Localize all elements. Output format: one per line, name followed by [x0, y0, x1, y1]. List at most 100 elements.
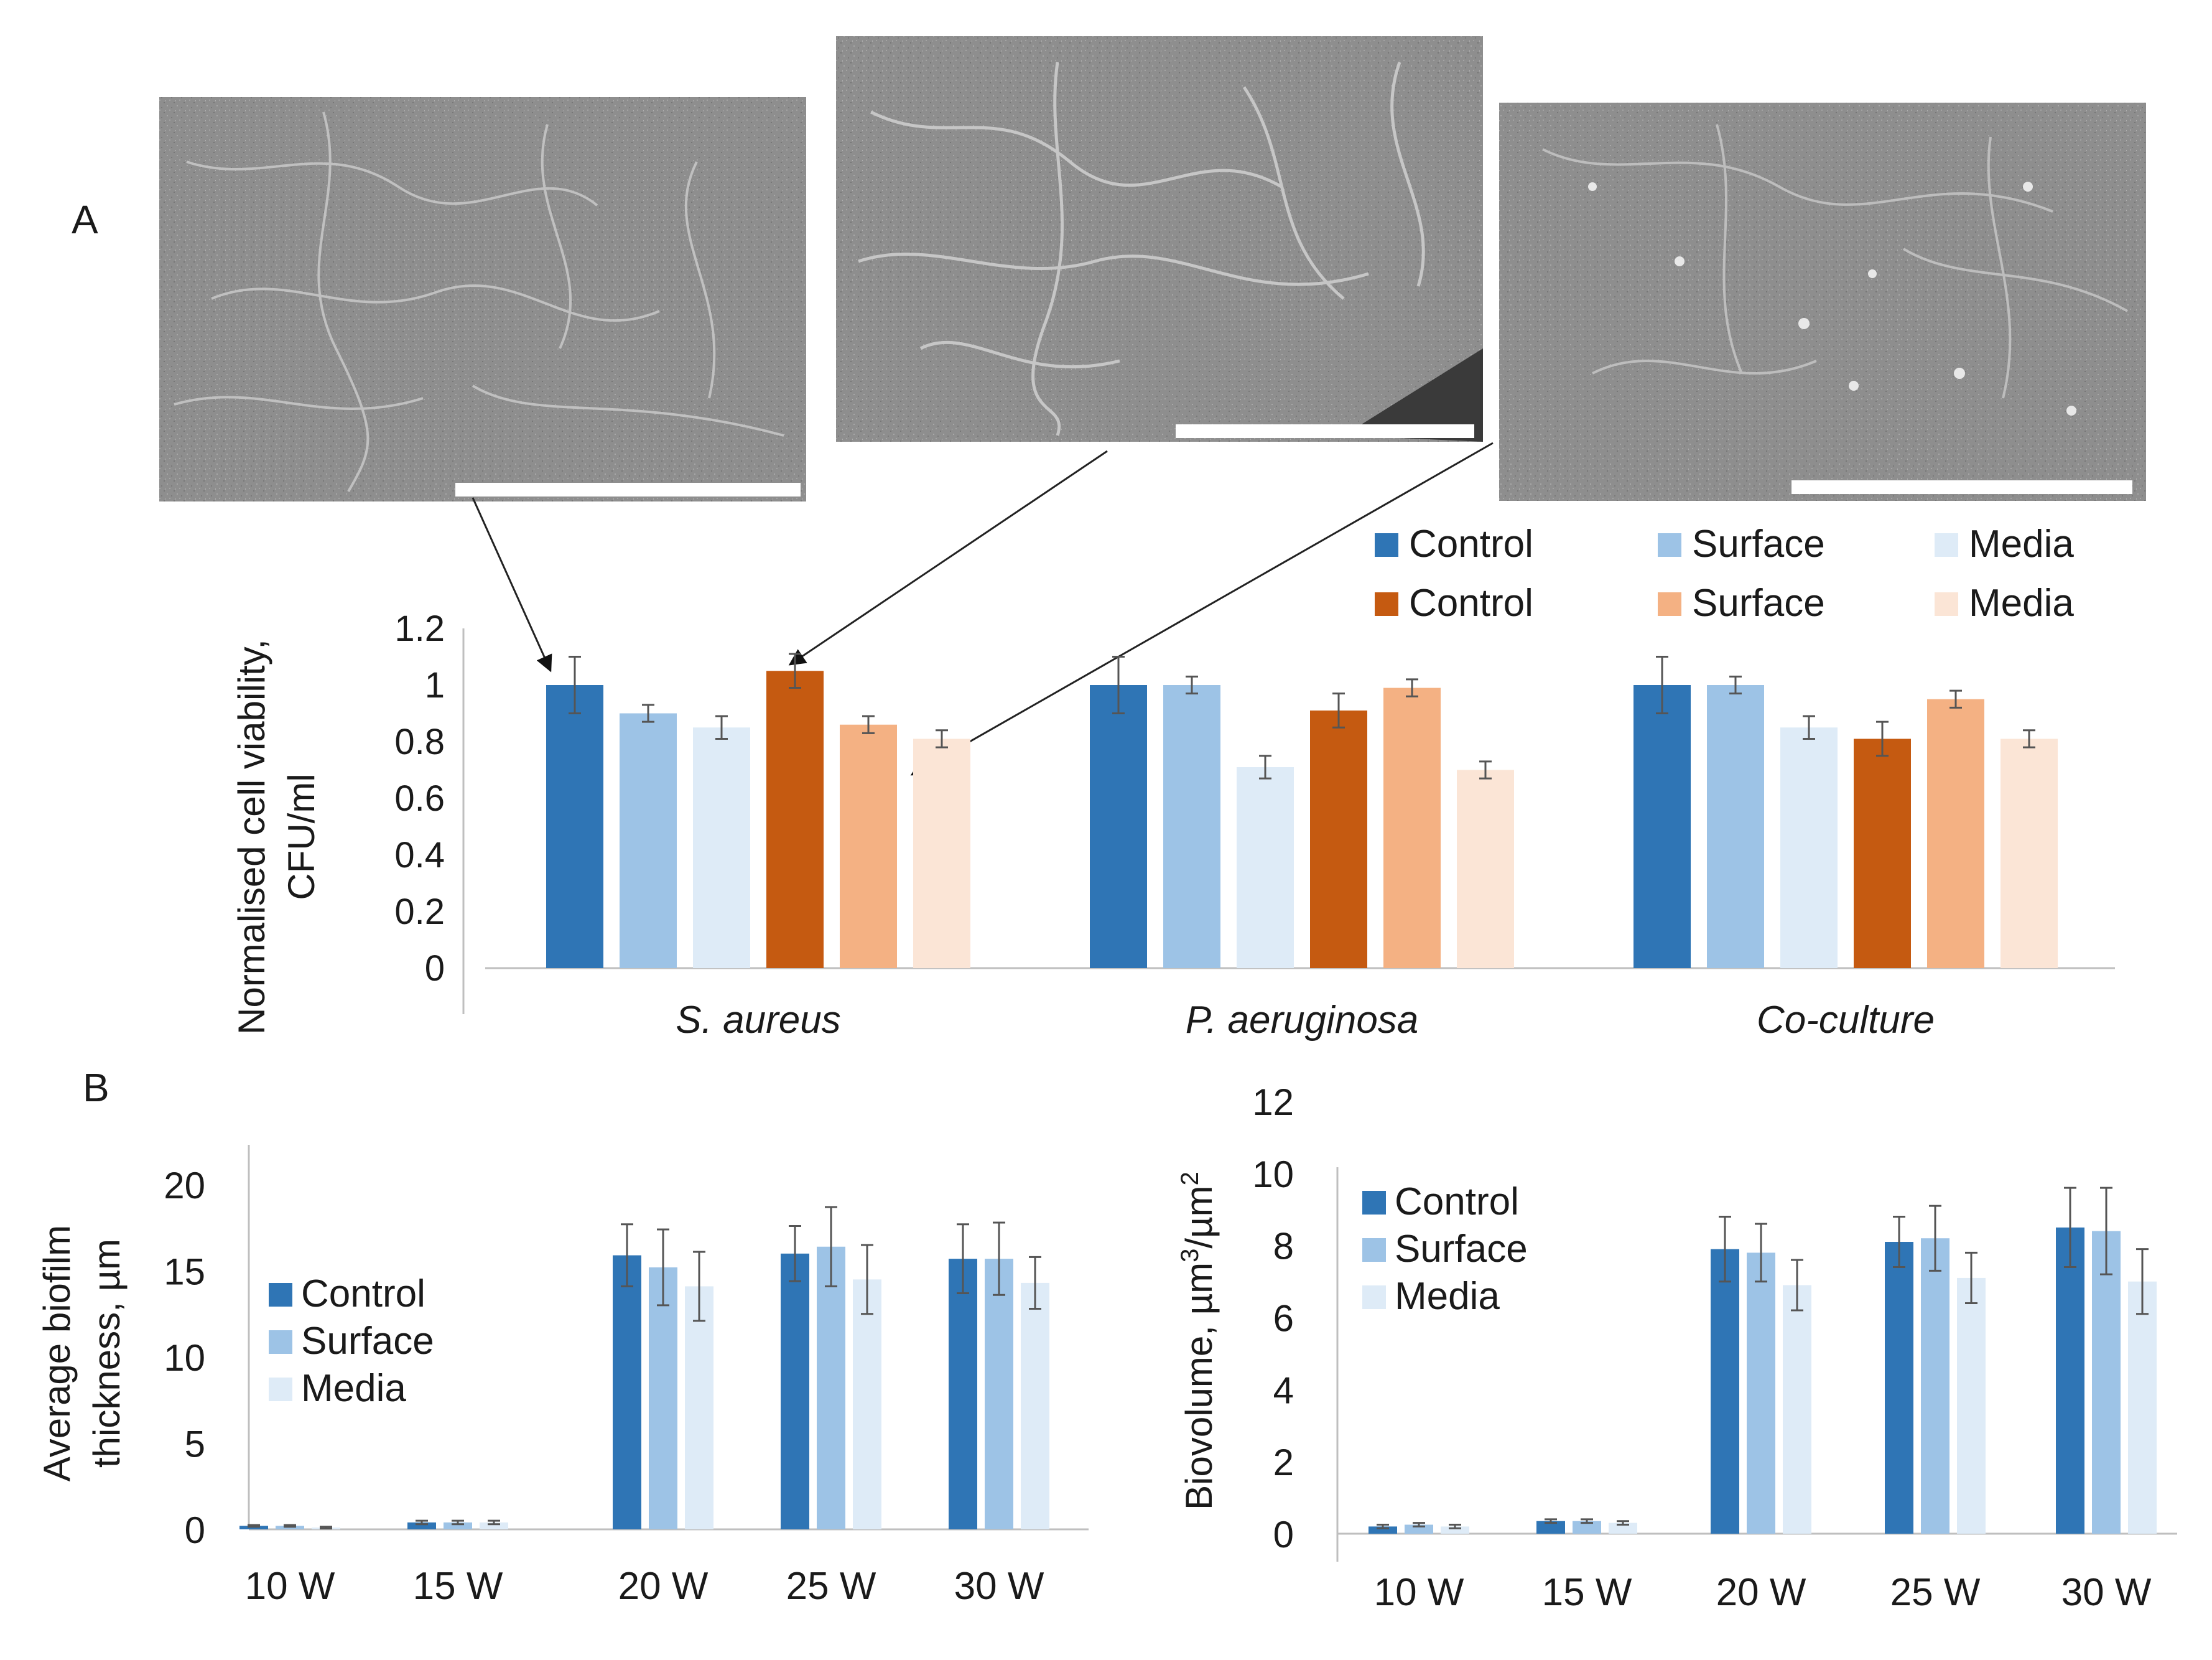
bar-surface-25-w	[817, 1246, 845, 1529]
bar-media-20-w	[685, 1286, 713, 1529]
category-label-20-w: 20 W	[618, 1565, 709, 1608]
bar-media-20-w	[1783, 1285, 1811, 1534]
legend-label-orange-media: Media	[1969, 582, 2074, 625]
category-label-10-w: 10 W	[245, 1565, 335, 1608]
bar-surface-25-w	[1921, 1238, 1949, 1534]
y-tick-label: 0.6	[394, 778, 445, 819]
y-tick-label: 6	[1273, 1298, 1294, 1340]
legend-swatch-blue-control	[1375, 533, 1398, 557]
bar-control-15-w	[1536, 1521, 1565, 1534]
y-tick-label: 1	[425, 665, 445, 706]
bar-orange-control-p-aeruginosa	[1310, 710, 1367, 968]
legend-label-blue-surface: Surface	[1692, 523, 1825, 566]
micrograph-control-orange	[836, 36, 1483, 442]
category-label-15-w: 15 W	[413, 1565, 503, 1608]
y-tick-label: 12	[1252, 1081, 1294, 1123]
bar-control-10-w	[1369, 1526, 1397, 1534]
legend-label-media: Media	[301, 1367, 406, 1410]
scale-bar	[455, 483, 801, 497]
y-axis-label-line1: Normalised cell viability,	[231, 639, 272, 1035]
y-axis-label: Biovolume, µm3/µm2	[1176, 1172, 1220, 1510]
category-label-co-culture: Co-culture	[1757, 999, 1935, 1042]
legend-label-control: Control	[1395, 1180, 1519, 1223]
legend-swatch-control	[1362, 1191, 1386, 1215]
thickness-chart: 0 5 10 15 20 10 W 15 W 20 W 25 W 30 W Control Surfa…	[36, 1145, 1089, 1608]
y-tick-label: 1.2	[394, 609, 445, 649]
bar-orange-surface-s-aureus	[840, 724, 897, 968]
bar-blue-media-co-culture	[1780, 727, 1838, 968]
bar-control-25-w	[781, 1253, 809, 1529]
biovolume-chart: 0 2 4 6 8 10 12 10 W 15 W 20 W 25 W 30 W Control Surf…	[1176, 1081, 2177, 1614]
bar-orange-media-s-aureus	[913, 739, 970, 968]
bar-surface-30-w	[2092, 1231, 2121, 1534]
bar-surface-15-w	[1573, 1521, 1601, 1534]
category-label-10-w: 10 W	[1374, 1571, 1464, 1614]
bar-media-25-w	[853, 1279, 881, 1529]
bar-blue-media-s-aureus	[693, 727, 750, 968]
bar-control-30-w	[2056, 1227, 2084, 1534]
y-tick-label: 20	[164, 1165, 205, 1206]
bar-orange-surface-co-culture	[1927, 699, 1984, 968]
pointer-arrow-1	[472, 497, 552, 673]
bar-media-25-w	[1957, 1277, 1986, 1534]
legend-swatch-orange-control	[1375, 592, 1398, 616]
bar-orange-media-p-aeruginosa	[1457, 770, 1514, 968]
bar-blue-media-p-aeruginosa	[1237, 767, 1294, 968]
panel-label-a: A	[72, 197, 98, 242]
legend-label-surface: Surface	[1395, 1228, 1528, 1271]
y-tick-label: 0	[1273, 1514, 1294, 1555]
y-tick-label: 15	[164, 1251, 205, 1293]
category-label-25-w: 25 W	[786, 1565, 876, 1608]
scale-bar	[1176, 424, 1474, 438]
category-label-30-w: 30 W	[954, 1565, 1044, 1608]
bar-control-25-w	[1885, 1242, 1913, 1534]
legend-swatch-blue-media	[1935, 533, 1958, 557]
bar-blue-surface-s-aureus	[620, 713, 677, 968]
y-tick-label: 10	[164, 1337, 205, 1379]
category-label-s-aureus: S. aureus	[676, 999, 840, 1042]
bar-orange-control-co-culture	[1854, 739, 1911, 968]
legend-label-media: Media	[1395, 1275, 1500, 1318]
bar-media-15-w	[1609, 1522, 1637, 1534]
legend-swatch-surface	[269, 1330, 292, 1354]
y-axis-label-superscript: 3	[1176, 1249, 1204, 1262]
y-tick-label: 10	[1252, 1154, 1294, 1195]
bar-control-30-w	[949, 1259, 977, 1529]
bar-blue-surface-p-aeruginosa	[1163, 685, 1220, 968]
legend-swatch-orange-surface	[1658, 592, 1681, 616]
y-tick-label: 4	[1273, 1369, 1294, 1411]
category-label-p-aeruginosa: P. aeruginosa	[1186, 999, 1419, 1042]
y-tick-label: 0.8	[394, 722, 445, 762]
bar-control-20-w	[613, 1255, 641, 1529]
micrograph-s-aureus	[159, 97, 806, 501]
category-label-25-w: 25 W	[1890, 1571, 1981, 1614]
y-tick-label: 5	[185, 1424, 205, 1465]
y-axis-label-part: /µm	[1178, 1185, 1220, 1248]
y-axis-label-line2: CFU/ml	[281, 773, 322, 900]
bar-surface-20-w	[649, 1267, 677, 1529]
bar-surface-20-w	[1747, 1252, 1775, 1534]
micrograph-media-orange	[1499, 103, 2146, 501]
pointer-arrow-2	[788, 450, 1108, 666]
category-label-20-w: 20 W	[1716, 1571, 1806, 1614]
bar-media-30-w	[2128, 1281, 2157, 1534]
bar-blue-control-co-culture	[1633, 685, 1691, 968]
bar-blue-control-p-aeruginosa	[1090, 685, 1147, 968]
y-tick-label: 2	[1273, 1442, 1294, 1483]
legend-swatch-orange-media	[1935, 592, 1958, 616]
bar-surface-15-w	[444, 1522, 472, 1529]
panel-label-b: B	[83, 1065, 109, 1110]
y-axis-label-line1: Average biofilm	[36, 1225, 78, 1481]
y-tick-label: 0.4	[394, 835, 445, 875]
category-label-30-w: 30 W	[2061, 1571, 2152, 1614]
bar-surface-30-w	[985, 1259, 1013, 1529]
bar-media-10-w	[1441, 1526, 1469, 1534]
viability-chart: 0 0.2 0.4 0.6 0.8 1 1.2 Normalised cell viabili…	[231, 523, 2115, 1042]
legend-label-blue-media: Media	[1969, 523, 2074, 566]
legend-label-surface: Surface	[301, 1320, 434, 1363]
bar-media-15-w	[480, 1522, 508, 1529]
legend-label-blue-control: Control	[1409, 523, 1533, 566]
legend-swatch-control	[269, 1283, 292, 1307]
legend-swatch-media	[269, 1378, 292, 1401]
